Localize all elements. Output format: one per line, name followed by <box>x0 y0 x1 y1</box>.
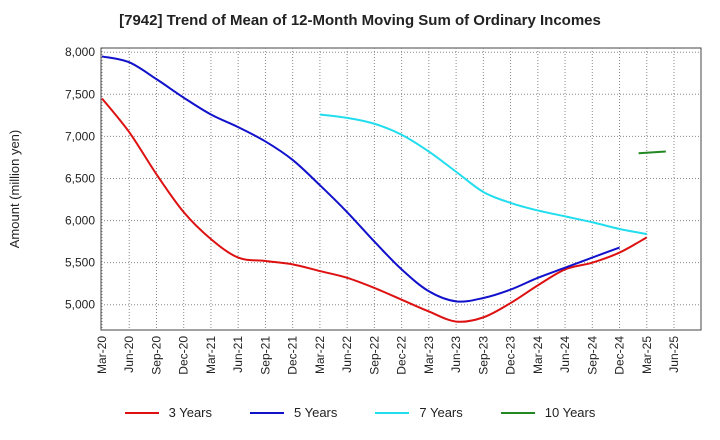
legend-item: 3 Years <box>124 405 212 420</box>
tick-layer: 5,000 5,500 6,000 6,500 7,000 7,500 8,000 Mar-2… <box>65 45 681 374</box>
legend-label: 10 Years <box>544 405 596 420</box>
legend-swatch <box>250 411 284 414</box>
x-tick-label: Dec-22 <box>395 336 409 375</box>
legend-label: 7 Years <box>419 405 463 420</box>
x-tick-label: Sep-22 <box>367 336 381 375</box>
series-line-5-years <box>101 55 620 303</box>
y-axis-label: Amount (million yen) <box>7 130 22 249</box>
y-tick-label: 7,000 <box>65 129 95 143</box>
x-tick-label: Jun-25 <box>667 336 681 373</box>
x-tick-label: Mar-24 <box>531 336 545 374</box>
legend-swatch <box>124 411 159 414</box>
y-tick-label: 5,500 <box>65 256 95 270</box>
legend-swatch <box>500 411 535 414</box>
legend-item: 7 Years <box>375 405 463 420</box>
legend: 3 Years 5 Years 7 Years 10 Years <box>0 405 720 420</box>
x-tick-label: Sep-21 <box>258 336 272 375</box>
x-tick-label: Mar-20 <box>95 336 109 374</box>
y-tick-label: 8,000 <box>65 45 95 59</box>
series-line-3-years <box>101 97 648 323</box>
grid-layer <box>101 48 701 330</box>
x-tick-label: Sep-23 <box>476 336 490 375</box>
y-tick-label: 6,000 <box>65 214 95 228</box>
x-tick-label: Sep-24 <box>585 336 599 375</box>
legend-swatch <box>375 411 410 414</box>
legend-label: 5 Years <box>294 405 338 420</box>
x-tick-label: Jun-23 <box>449 336 463 373</box>
x-tick-label: Sep-20 <box>149 336 163 375</box>
x-tick-label: Jun-20 <box>122 336 136 373</box>
x-tick-label: Dec-24 <box>613 336 627 375</box>
y-tick-label: 5,000 <box>65 298 95 312</box>
series-line-10-years <box>638 150 666 155</box>
x-tick-label: Dec-20 <box>177 336 191 375</box>
x-tick-label: Dec-21 <box>286 336 300 375</box>
series-line-7-years <box>319 113 647 236</box>
x-tick-label: Mar-25 <box>640 336 654 374</box>
chart-title: [7942] Trend of Mean of 12-Month Moving … <box>119 12 601 29</box>
y-tick-label: 7,500 <box>65 87 95 101</box>
x-tick-label: Jun-21 <box>231 336 245 373</box>
x-tick-label: Jun-22 <box>340 336 354 373</box>
legend-item: 5 Years <box>250 405 337 420</box>
legend-label: 3 Years <box>168 405 212 420</box>
x-tick-label: Mar-23 <box>422 336 436 374</box>
x-tick-label: Mar-21 <box>204 336 218 374</box>
legend-item: 10 Years <box>500 405 596 420</box>
y-tick-label: 6,500 <box>65 171 95 185</box>
series-layer <box>101 55 666 323</box>
x-tick-label: Jun-24 <box>558 336 572 373</box>
plot-frame <box>100 47 702 331</box>
x-tick-label: Mar-22 <box>313 336 327 374</box>
x-tick-label: Dec-23 <box>504 336 518 375</box>
